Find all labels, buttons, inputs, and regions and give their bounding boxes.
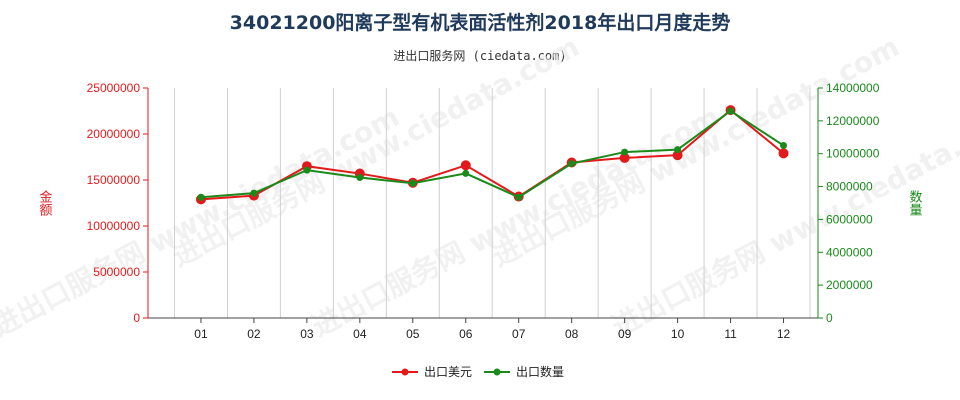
series-point-1 bbox=[197, 193, 205, 201]
series-point-1 bbox=[250, 189, 258, 197]
x-tick-label: 03 bbox=[300, 327, 314, 341]
legend-label: 出口美元 bbox=[424, 365, 472, 379]
series-point-1 bbox=[727, 107, 735, 115]
left-tick-label: 20000000 bbox=[87, 127, 141, 141]
grid-lines bbox=[173, 88, 811, 318]
x-tick-label: 12 bbox=[777, 327, 791, 341]
x-tick-label: 01 bbox=[194, 327, 208, 341]
series-point-1 bbox=[674, 146, 682, 154]
left-tick-label: 15000000 bbox=[87, 173, 141, 187]
legend-label: 出口数量 bbox=[516, 364, 564, 379]
left-axis-title: 金额 bbox=[37, 189, 53, 217]
right-tick-label: 6000000 bbox=[826, 212, 873, 226]
right-tick-label: 12000000 bbox=[826, 114, 880, 128]
series-layer bbox=[195, 105, 789, 205]
series-point-1 bbox=[515, 193, 523, 201]
right-tick-label: 8000000 bbox=[826, 180, 873, 194]
left-tick-label: 5000000 bbox=[93, 265, 140, 279]
left-tick-label: 10000000 bbox=[87, 219, 141, 233]
tick-labels: 0500000010000000150000002000000025000000… bbox=[37, 81, 923, 341]
legend: 出口美元 出口数量 bbox=[392, 364, 564, 379]
series-point-1 bbox=[780, 142, 788, 149]
legend-swatch-dot bbox=[401, 368, 409, 376]
right-tick-label: 10000000 bbox=[826, 147, 880, 161]
series-point-1 bbox=[568, 160, 576, 168]
x-tick-label: 04 bbox=[353, 327, 367, 341]
x-tick-label: 10 bbox=[671, 327, 685, 341]
x-tick-label: 09 bbox=[618, 327, 632, 341]
series-point-1 bbox=[409, 179, 417, 187]
right-tick-label: 4000000 bbox=[826, 245, 873, 259]
chart-subtitle: 进出口服务网 (ciedata.com) bbox=[393, 49, 567, 63]
series-point-1 bbox=[356, 174, 364, 182]
series-point-1 bbox=[303, 166, 311, 174]
legend-swatch-dot bbox=[493, 368, 501, 376]
x-tick-label: 08 bbox=[565, 327, 579, 341]
series-line-1 bbox=[200, 109, 785, 199]
left-tick-label: 0 bbox=[133, 311, 140, 325]
x-tick-label: 06 bbox=[459, 327, 473, 341]
x-tick-label: 05 bbox=[406, 327, 420, 341]
chart-title: 34021200阳离子型有机表面活性剂2018年出口月度走势 bbox=[229, 12, 731, 34]
series-line-0 bbox=[200, 108, 785, 201]
left-tick-label: 25000000 bbox=[87, 81, 141, 95]
x-tick-label: 11 bbox=[724, 327, 737, 341]
series-point-0 bbox=[460, 160, 471, 171]
series-point-0 bbox=[672, 150, 683, 161]
x-tick-label: 02 bbox=[247, 327, 261, 341]
series-point-0 bbox=[778, 148, 789, 159]
series-point-0 bbox=[619, 152, 630, 163]
right-tick-label: 2000000 bbox=[826, 278, 873, 292]
axes bbox=[143, 87, 823, 323]
x-tick-label: 07 bbox=[512, 327, 526, 341]
series-point-1 bbox=[621, 148, 629, 156]
right-tick-label: 14000000 bbox=[826, 81, 880, 95]
right-tick-label: 0 bbox=[826, 311, 833, 325]
right-axis-title: 数量 bbox=[907, 190, 923, 216]
series-point-1 bbox=[462, 169, 470, 177]
